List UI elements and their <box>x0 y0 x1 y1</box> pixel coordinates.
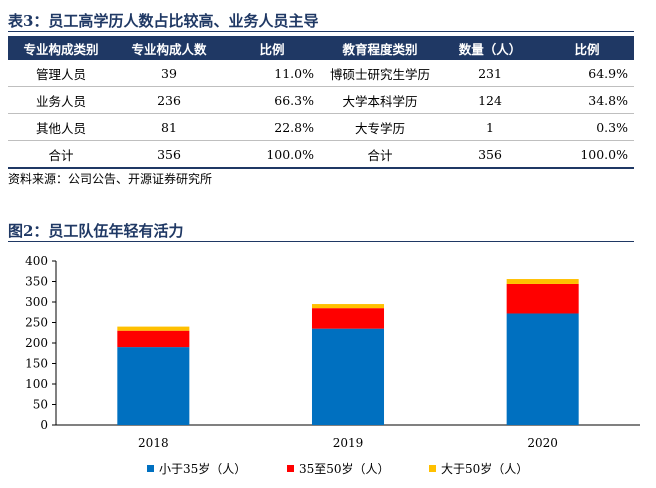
table-cell: 管理人员 <box>8 60 114 87</box>
table-title-rule <box>8 31 634 32</box>
header-cell: 专业构成类别 <box>8 36 114 60</box>
table-cell: 1 <box>440 113 540 141</box>
legend-swatch <box>429 465 436 472</box>
bar-segment <box>311 308 385 329</box>
bar-segment <box>311 304 385 309</box>
table-cell: 100.0% <box>540 140 634 169</box>
table-cell: 356 <box>114 140 224 169</box>
table-cell: 100.0% <box>224 140 320 169</box>
legend-label: 大于50岁（人） <box>441 461 528 476</box>
bar-segment <box>506 283 579 314</box>
table-cell: 64.9% <box>540 60 634 87</box>
table-cell: 合计 <box>320 140 440 169</box>
y-tick-label: 150 <box>25 357 48 371</box>
y-tick-label: 0 <box>40 418 48 432</box>
table-cell: 39 <box>114 60 224 87</box>
table-cell: 231 <box>440 60 540 87</box>
y-tick-label: 250 <box>25 316 48 330</box>
table-row: 业务人员 236 66.3% 大学本科学历 124 34.8% <box>8 86 634 114</box>
table-header-row: 专业构成类别 专业构成人数 比例 教育程度类别 数量（人） 比例 <box>8 36 634 60</box>
header-cell: 专业构成人数 <box>114 36 224 60</box>
table-cell: 124 <box>440 86 540 114</box>
x-tick-label: 2020 <box>527 436 558 450</box>
legend-swatch <box>287 465 294 472</box>
table-cell: 11.0% <box>224 60 320 87</box>
header-cell: 数量（人） <box>440 36 540 60</box>
table-title: 表3：员工高学历人数占比较高、业务人员主导 <box>8 12 319 30</box>
x-tick-label: 2018 <box>138 436 169 450</box>
y-tick-label: 50 <box>33 398 48 412</box>
bar-segment <box>117 347 190 425</box>
staff-table: 专业构成类别 专业构成人数 比例 教育程度类别 数量（人） 比例 管理人员 39 1… <box>8 36 634 169</box>
y-tick-label: 200 <box>25 336 48 350</box>
source-note: 资料来源：公司公告、开源证券研究所 <box>8 172 213 186</box>
legend-swatch <box>147 465 154 472</box>
y-axis: 0 50 100 150 200 250 300 350 400 <box>25 254 57 432</box>
chart-title-rule <box>8 241 634 242</box>
bar-segment <box>311 328 385 425</box>
x-axis: 2018 2019 2020 <box>56 424 640 450</box>
bar-segment <box>506 313 579 425</box>
chart-title: 图2：员工队伍年轻有活力 <box>8 222 184 240</box>
y-tick-label: 400 <box>25 254 48 268</box>
y-tick-label: 300 <box>25 295 48 309</box>
bars <box>117 279 579 425</box>
table-cell: 大专学历 <box>320 113 440 141</box>
table-cell: 356 <box>440 140 540 169</box>
header-cell: 教育程度类别 <box>320 36 440 60</box>
x-tick-label: 2019 <box>333 436 364 450</box>
legend-label: 小于35岁（人） <box>159 461 246 476</box>
stacked-bar-chart: 0 50 100 150 200 250 300 350 400 2018 2019 2020 小于… <box>25 254 640 476</box>
table-row: 合计 356 100.0% 合计 356 100.0% <box>8 140 634 169</box>
y-tick-label: 350 <box>25 275 48 289</box>
table-cell: 其他人员 <box>8 113 114 141</box>
table-cell: 34.8% <box>540 86 634 114</box>
table-cell: 合计 <box>8 140 114 169</box>
table-cell: 博硕士研究生学历 <box>320 60 440 87</box>
bar-segment <box>117 326 190 331</box>
table-cell: 业务人员 <box>8 86 114 114</box>
bar-segment <box>117 330 190 348</box>
header-cell: 比例 <box>540 36 634 60</box>
y-tick-label: 100 <box>25 377 48 391</box>
table-cell: 66.3% <box>224 86 320 114</box>
bar-segment <box>506 279 579 284</box>
table-cell: 0.3% <box>540 113 634 141</box>
table-row: 管理人员 39 11.0% 博硕士研究生学历 231 64.9% <box>8 60 634 87</box>
table-cell: 236 <box>114 86 224 114</box>
legend: 小于35岁（人） 35至50岁（人） 大于50岁（人） <box>147 461 528 476</box>
header-cell: 比例 <box>224 36 320 60</box>
legend-label: 35至50岁（人） <box>299 461 390 476</box>
table-cell: 81 <box>114 113 224 141</box>
table-row: 其他人员 81 22.8% 大专学历 1 0.3% <box>8 113 634 141</box>
table-cell: 大学本科学历 <box>320 86 440 114</box>
table-cell: 22.8% <box>224 113 320 141</box>
